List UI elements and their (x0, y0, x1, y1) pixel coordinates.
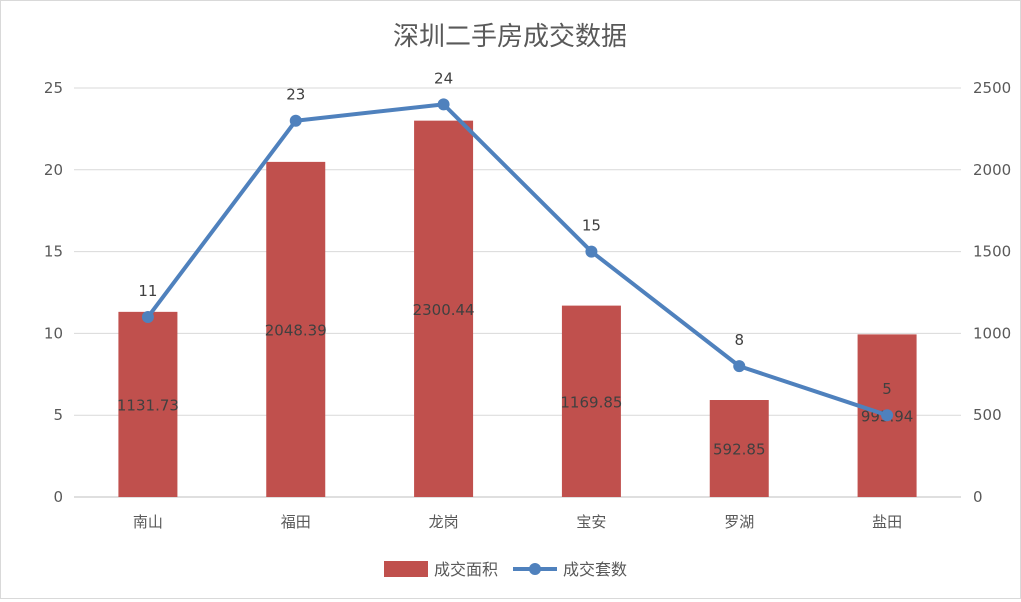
gridlines (74, 87, 961, 498)
legend: 成交面积 成交套数 (384, 560, 627, 579)
line-point (733, 360, 746, 373)
line-point (289, 114, 302, 127)
line-data-label: 23 (286, 86, 305, 104)
right-axis-tick-label: 0 (973, 488, 983, 506)
line-data-label: 15 (582, 217, 601, 235)
left-axis-ticks: 0 5 10 15 20 25 (44, 79, 63, 506)
left-axis-tick-label: 15 (44, 243, 63, 261)
bar-data-label: 1169.85 (560, 393, 622, 411)
right-axis-tick-label: 500 (973, 406, 1002, 424)
line-data-label: 24 (434, 69, 453, 87)
bar (709, 400, 769, 497)
legend-label-line: 成交套数 (563, 560, 627, 579)
bar-data-label: 2300.44 (413, 301, 475, 319)
line-data-label: 8 (734, 331, 744, 349)
bar-data-label: 592.85 (713, 441, 766, 459)
line-data-label: 5 (882, 380, 892, 398)
line-series (141, 98, 894, 422)
right-axis-tick-label: 1500 (973, 243, 1011, 261)
legend-marker-line (529, 563, 541, 575)
bar (561, 305, 621, 497)
bar (118, 311, 178, 497)
left-axis-tick-label: 25 (44, 79, 63, 97)
left-axis-tick-label: 10 (44, 324, 63, 342)
chart-title: 深圳二手房成交数据 (393, 22, 627, 52)
line-point (141, 311, 154, 324)
line-data-labels: 11 23 24 15 8 5 (138, 69, 891, 398)
right-axis-tick-label: 1000 (973, 324, 1011, 342)
line-point (881, 409, 894, 422)
bar (414, 120, 474, 498)
line-point (437, 98, 450, 111)
right-axis-ticks: 0 500 1000 1500 2000 2500 (973, 79, 1011, 506)
bar-data-label: 1131.73 (117, 396, 179, 414)
right-axis-tick-label: 2500 (973, 79, 1011, 97)
category-label: 龙岗 (429, 513, 459, 531)
line-data-label: 11 (138, 282, 157, 300)
line-point (585, 245, 598, 258)
left-axis-tick-label: 5 (53, 406, 63, 424)
series-line (146, 102, 888, 418)
left-axis-tick-label: 0 (53, 488, 63, 506)
category-label: 福田 (281, 513, 311, 531)
left-axis-tick-label: 20 (44, 161, 63, 179)
category-axis-labels: 南山 福田 龙岗 宝安 罗湖 盐田 (133, 513, 902, 531)
legend-swatch-bar (384, 561, 428, 577)
bar-data-label: 2048.39 (265, 321, 327, 339)
category-label: 盐田 (872, 513, 902, 531)
bar-series (118, 120, 917, 498)
right-axis-tick-label: 2000 (973, 161, 1011, 179)
category-label: 宝安 (576, 513, 606, 531)
bar (266, 161, 326, 497)
category-label: 南山 (133, 513, 163, 531)
category-label: 罗湖 (724, 513, 754, 531)
legend-label-bar: 成交面积 (434, 560, 498, 579)
